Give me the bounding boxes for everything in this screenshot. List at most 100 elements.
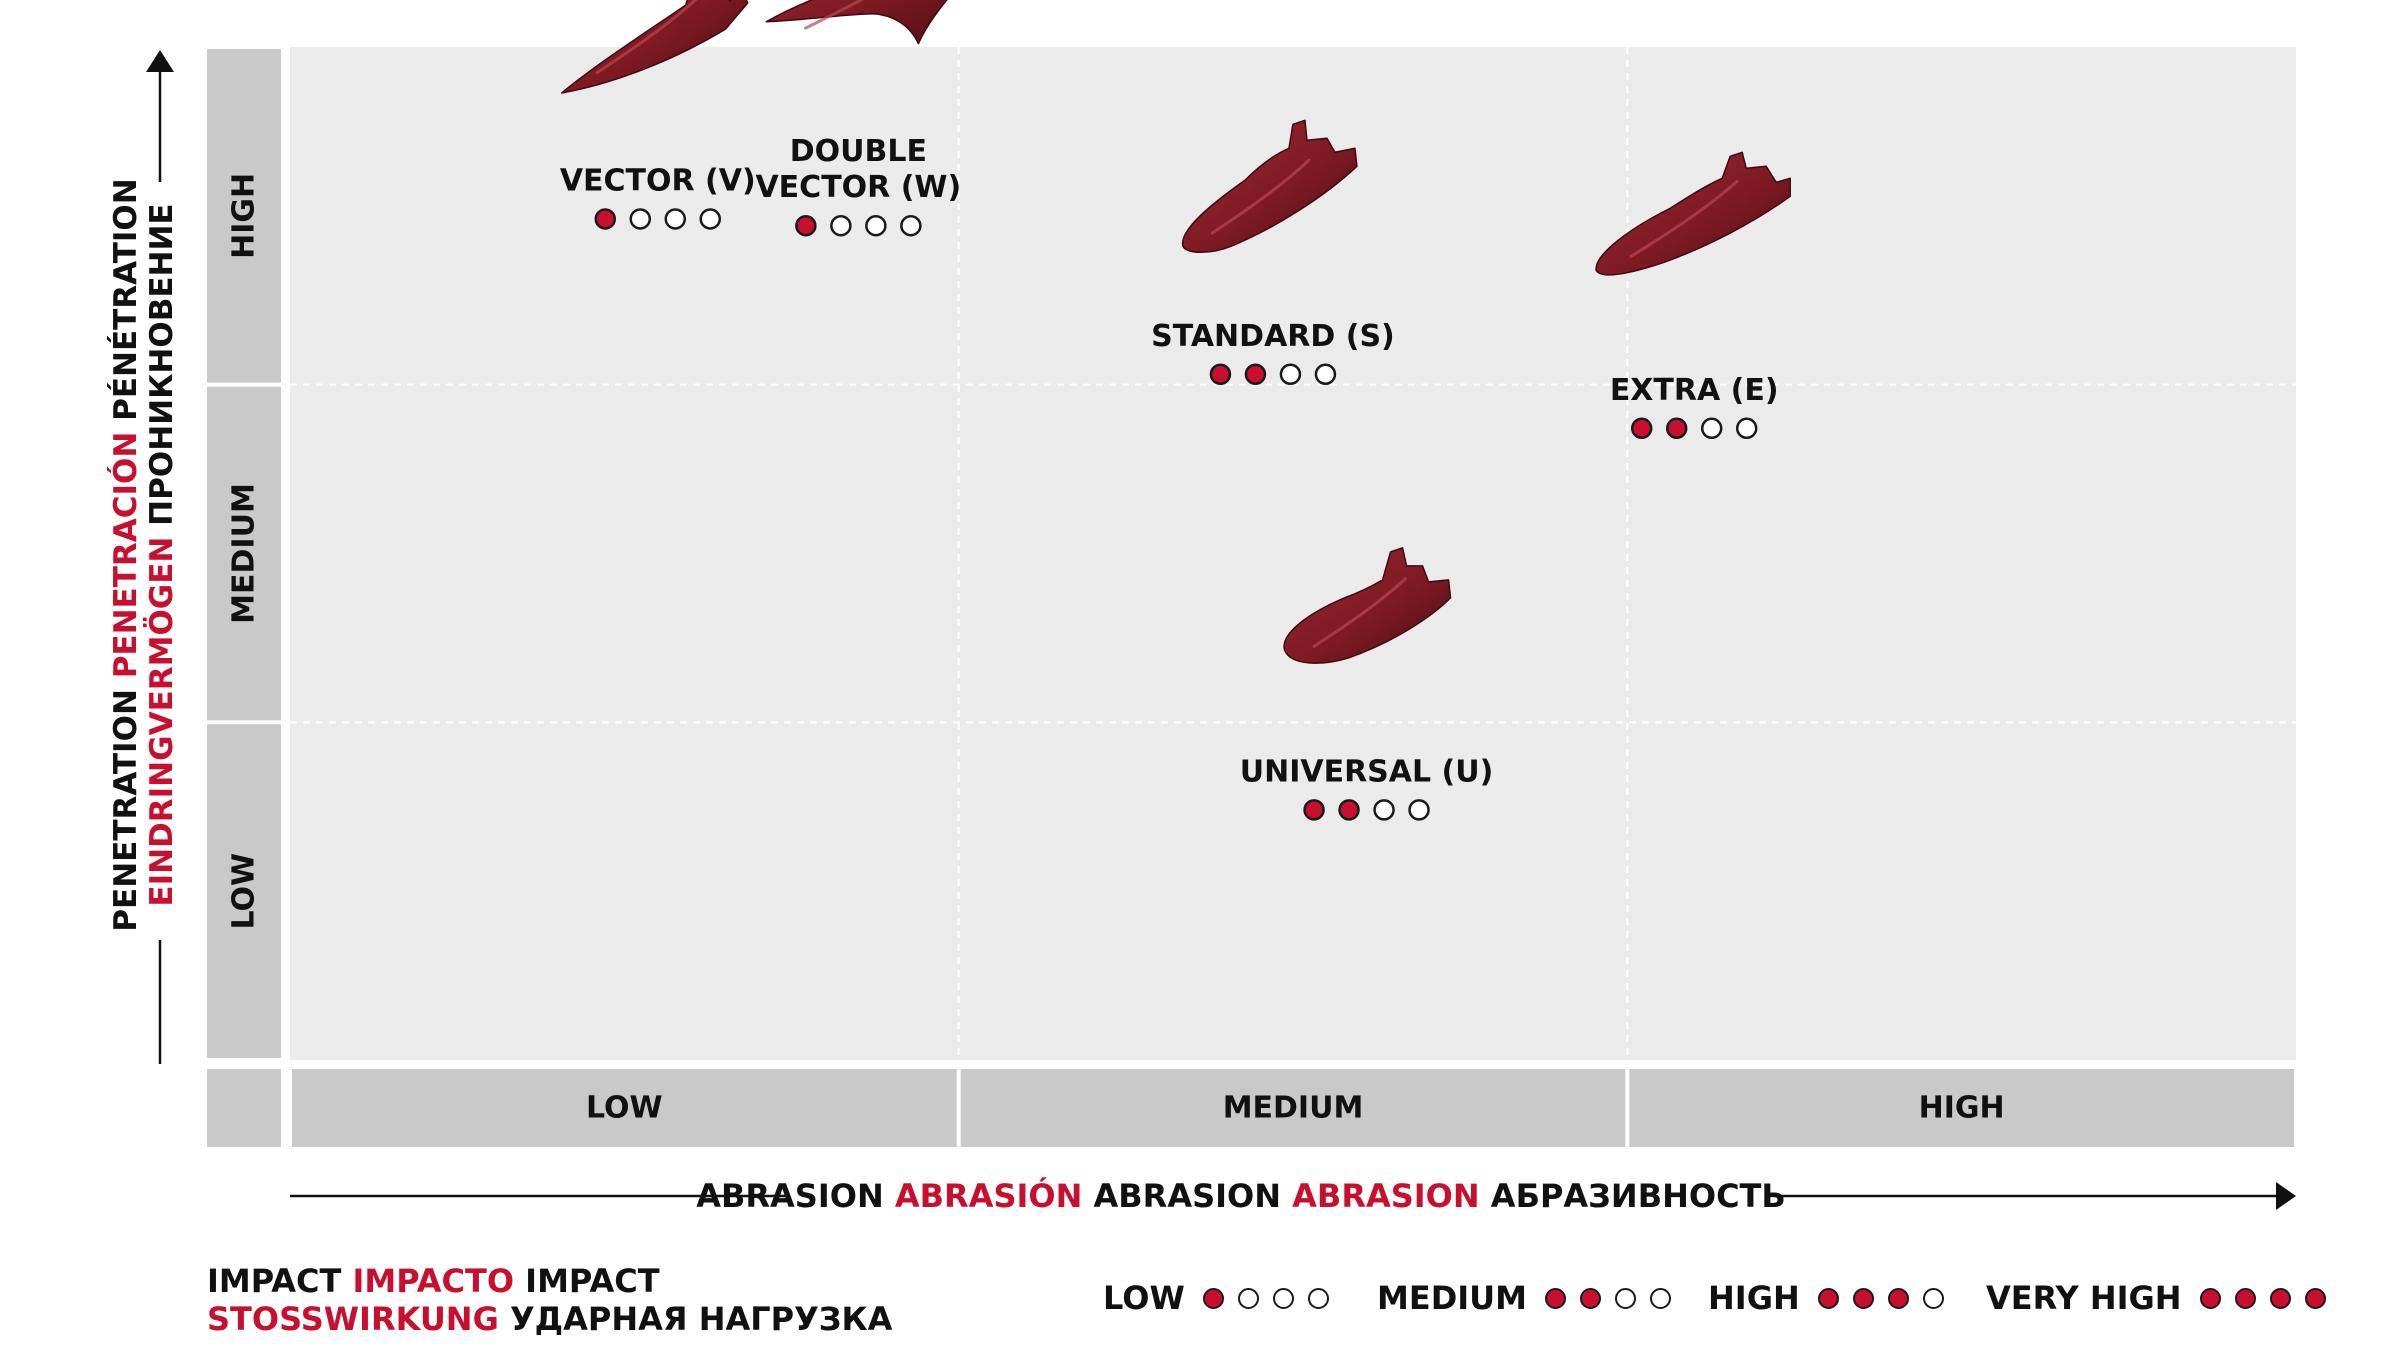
impact-label-en: IMPACT [207,1262,342,1300]
rating-dot-empty [1307,1287,1329,1309]
point-extra-e: EXTRA (E) [1595,151,1791,440]
y-axis-title-part: PENETRACIÓN [107,432,144,689]
impact-dot-filled [1665,417,1688,440]
point-label: VECTOR (W) [755,170,961,205]
legend-medium: MEDIUM [1377,1278,1671,1318]
rating-dot-empty [1650,1287,1671,1309]
point-label: DOUBLE [790,134,927,169]
rating-dot-filled [1887,1287,1909,1309]
impact-title-line-2: STOSSWIRKUNG УДАРНАЯ НАГРУЗКА [207,1300,892,1338]
tooth-body [1283,547,1452,664]
y-axis-title-part: PÉNÉTRATION [108,178,144,431]
plot-area [290,47,2296,1060]
impact-dot-filled [1209,363,1232,386]
rating-dot-empty [1237,1287,1259,1309]
point-universal-u: UNIVERSAL (U) [1240,547,1494,821]
impact-dot-filled [1338,799,1360,821]
impact-dot-empty [629,208,652,230]
tooth-body [765,0,948,45]
impact-dot-empty [1408,799,1430,821]
legend-high-dots [1817,1287,1944,1309]
x-axis-title-part: АБРАЗИВНОСТЬ [1480,1177,1786,1215]
y-tick-label: HIGH [227,173,262,259]
y-tick-label: LOW [227,853,262,930]
y-axis-title-line-1: PENETRATION PENETRACIÓN PÉNÉTRATION [107,178,144,931]
impact-dot-empty [1735,417,1758,440]
point-label: STANDARD (S) [1151,319,1395,354]
x-band-medium [960,1069,1626,1147]
tooth-highlight [595,0,698,75]
y-axis-title-part: EINDRINGVERMÖGEN [143,537,180,907]
impact-dot-empty [1314,363,1337,386]
tooth-icon [1283,547,1452,664]
impact-dot-empty [865,214,887,237]
rating-dot-filled [1580,1287,1601,1309]
y-axis-title-part: PENETRATION [108,689,144,932]
rating-dot-filled [2234,1287,2256,1309]
x-band-high [1629,1069,2294,1147]
legend-low-dots [1202,1287,1329,1309]
x-axis-title-part: ABRASION [1281,1177,1480,1215]
impact-label-de: STOSSWIRKUNG [207,1300,499,1338]
impact-dot-empty [1373,799,1395,821]
rating-dot-empty [1922,1287,1944,1309]
impact-dot-empty [664,208,687,230]
x-tick-label: HIGH [1919,1091,2005,1126]
tooth-body [1182,119,1358,254]
y-band-low [207,724,281,1058]
y-axis-title-part: ПРОНИКНОВЕНИЕ [144,203,180,536]
tooth-icon [1595,151,1791,276]
point-label: EXTRA (E) [1610,373,1779,408]
x-band-low [292,1069,957,1147]
legend-high-label: HIGH [1708,1279,1800,1317]
impact-dot-empty [699,208,722,230]
impact-label-fr: IMPACT [525,1262,660,1300]
rating-dot-filled [2269,1287,2291,1309]
point-standard-s: STANDARD (S) [1151,119,1395,386]
rating-dot-filled [2304,1287,2326,1309]
x-tick-label: LOW [586,1091,663,1126]
legend-high: HIGH [1708,1278,1944,1318]
rating-dot-filled [1817,1287,1839,1309]
y-band-medium [207,386,281,721]
impact-dot-filled [1303,799,1325,821]
tooth-icon [1182,119,1358,254]
legend-medium-label: MEDIUM [1377,1279,1527,1317]
x-axis-title-part: ABRASIÓN [884,1176,1083,1215]
y-tick-label: MEDIUM [227,483,262,624]
x-axis-arrow-head [2276,1182,2296,1210]
tooth-highlight [1210,158,1311,235]
legend-very-high-label: VERY HIGH [1986,1279,2182,1317]
rating-dot-filled [1545,1287,1566,1309]
y-band-high [207,49,281,383]
corner-block [207,1069,281,1147]
legend-low-label: LOW [1103,1279,1185,1317]
legend-very-high-dots [2199,1287,2326,1309]
rating-dot-filled [1202,1287,1224,1309]
y-axis-arrow-head [146,50,174,72]
point-vector-v: VECTOR (V) [560,0,756,230]
impact-dot-empty [830,214,852,237]
impact-dot-filled [594,208,617,230]
rating-dot-empty [1615,1287,1636,1309]
impact-dot-empty [900,214,922,237]
tooth-icon [561,0,749,94]
tooth-highlight [1312,577,1407,648]
tooth-icon [765,0,948,45]
rating-dot-filled [1852,1287,1874,1309]
legend-very-high: VERY HIGH [1986,1278,2326,1318]
rating-dot-empty [1272,1287,1294,1309]
tooth-body [561,0,749,94]
y-axis-title-line-2: EINDRINGVERMÖGEN ПРОНИКНОВЕНИЕ [143,203,180,906]
x-axis-title: ABRASION ABRASIÓN ABRASION ABRASION АБРА… [696,1176,1786,1215]
tooth-highlight [1629,180,1739,258]
legend-low: LOW [1103,1278,1329,1318]
tooth-highlight [804,0,864,30]
x-tick-label: MEDIUM [1223,1091,1364,1126]
point-label: UNIVERSAL (U) [1240,754,1494,789]
impact-dot-filled [795,214,817,237]
impact-dot-empty [1279,363,1302,386]
legend-medium-dots [1545,1287,1671,1309]
